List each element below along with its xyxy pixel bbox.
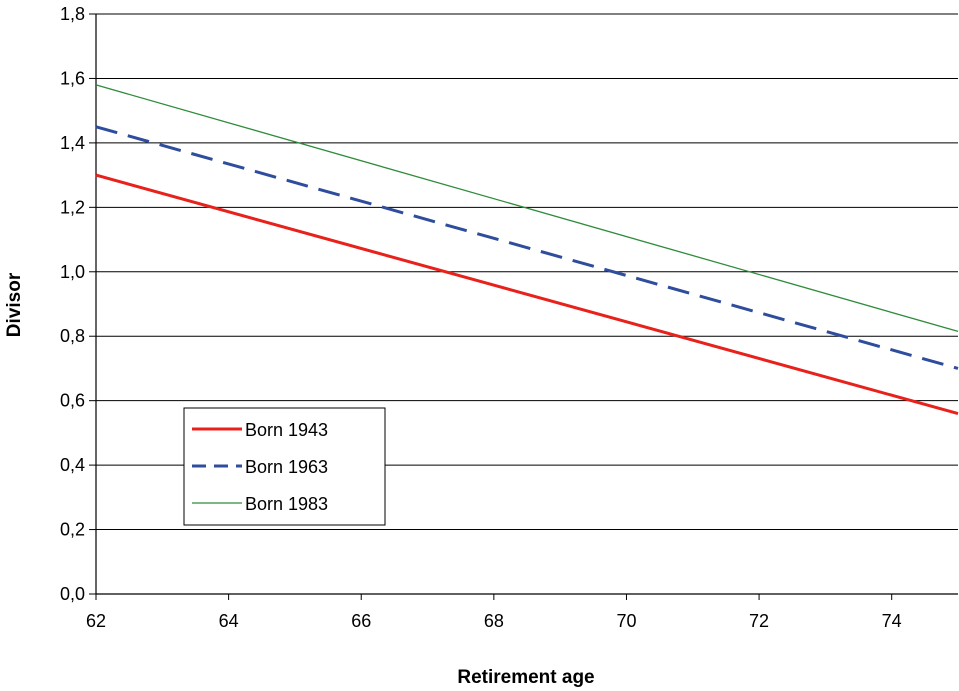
y-tick-label: 1,4: [60, 133, 85, 153]
y-tick-label: 1,6: [60, 68, 85, 88]
y-tick-label: 1,8: [60, 4, 85, 24]
x-tick-label: 72: [749, 611, 769, 631]
legend-label: Born 1983: [245, 494, 328, 514]
x-axis-title: Retirement age: [457, 667, 594, 688]
series-line-born-1963: [95, 125, 959, 370]
legend-label: Born 1963: [245, 457, 328, 477]
x-tick-label: 74: [882, 611, 902, 631]
y-tick-label: 0,6: [60, 391, 85, 411]
y-tick-label: 0,2: [60, 520, 85, 540]
x-tick-label: 68: [484, 611, 504, 631]
x-tick-labels: 62 64 66 68 70 72 74: [86, 611, 902, 631]
x-tick-label: 70: [616, 611, 636, 631]
series-line-born-1983: [95, 84, 959, 333]
x-tick-label: 64: [219, 611, 239, 631]
y-tick-label: 1,2: [60, 197, 85, 217]
series-lines: [95, 84, 959, 416]
x-tick-label: 62: [86, 611, 106, 631]
y-tick-label: 0,4: [60, 455, 85, 475]
legend: Born 1943 Born 1963 Born 1983: [183, 407, 386, 526]
y-tick-label: 0,8: [60, 326, 85, 346]
gridlines: [89, 13, 958, 595]
axes: [95, 14, 958, 600]
y-tick-labels: 0,0 0,2 0,4 0,6 0,8 1,0 1,2 1,4 1,6 1,8: [60, 4, 85, 604]
y-tick-label: 0,0: [60, 584, 85, 604]
y-tick-label: 1,0: [60, 262, 85, 282]
series-line-born-1943: [95, 173, 959, 416]
y-axis-title: Divisor: [4, 272, 25, 337]
x-tick-label: 66: [351, 611, 371, 631]
legend-label: Born 1943: [245, 420, 328, 440]
